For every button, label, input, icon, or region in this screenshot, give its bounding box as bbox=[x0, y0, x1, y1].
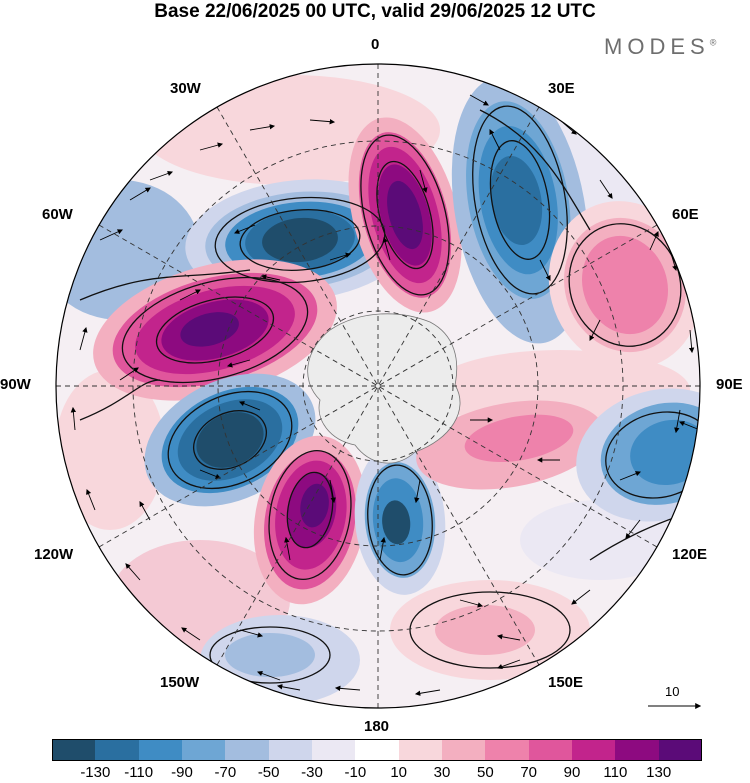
brand-text: MODES bbox=[604, 34, 710, 59]
colorbar-swatch bbox=[398, 739, 443, 761]
colorbar-tick-label: -10 bbox=[344, 764, 367, 781]
lon-label-30e: 30E bbox=[548, 80, 575, 97]
colorbar-swatch bbox=[52, 739, 96, 761]
wind-vectors bbox=[70, 94, 700, 696]
colorbar-tick-label: 70 bbox=[520, 764, 537, 781]
colorbar-tick-label: -110 bbox=[124, 764, 154, 781]
map-boundary bbox=[55, 63, 701, 709]
colorbar-tick-label: -90 bbox=[171, 764, 193, 781]
colorbar-swatch bbox=[95, 739, 140, 761]
anomaly-blob bbox=[225, 633, 315, 677]
colorbar-swatch bbox=[658, 739, 703, 761]
colorbar-swatch bbox=[268, 739, 313, 761]
colorbar-tick-label: 10 bbox=[390, 764, 407, 781]
colorbar-swatch bbox=[138, 739, 183, 761]
colorbar-tick-label: -50 bbox=[257, 764, 280, 781]
lon-label-180: 180 bbox=[364, 718, 390, 735]
reference-vector-label: 10 bbox=[665, 684, 680, 699]
anomaly-high-0 bbox=[348, 117, 462, 313]
colorbar-tick-label: 50 bbox=[476, 764, 494, 781]
modes-logo: MODES® bbox=[604, 34, 716, 60]
anomaly-high-90w bbox=[93, 259, 337, 401]
colorbar-swatch bbox=[615, 739, 660, 761]
colorbar-swatch bbox=[225, 739, 270, 761]
anomaly-high-110e bbox=[416, 400, 604, 490]
anomaly-high-135w bbox=[253, 435, 367, 605]
lon-label-120e: 120E bbox=[672, 546, 708, 563]
map-title: Base 22/06/2025 00 UTC, valid 29/06/2025… bbox=[154, 1, 596, 22]
registered-mark: ® bbox=[709, 37, 717, 48]
colorbar-tick-label: 130 bbox=[646, 764, 672, 781]
lon-label-0: 0 bbox=[371, 36, 380, 53]
lon-label-60w: 60W bbox=[42, 206, 73, 223]
lon-label-60e: 60E bbox=[672, 206, 699, 223]
lon-label-90w: 90W bbox=[0, 376, 31, 393]
anomaly-blob bbox=[56, 370, 165, 530]
anomaly-blob bbox=[580, 64, 700, 135]
colorbar-swatch bbox=[528, 739, 573, 761]
colorbar-swatch bbox=[485, 739, 530, 761]
colorbar-swatch bbox=[572, 739, 616, 761]
colorbar-swatch bbox=[312, 739, 356, 761]
anomaly-blob bbox=[435, 605, 535, 655]
contours bbox=[79, 105, 700, 684]
colorbar-swatch bbox=[442, 739, 486, 761]
lon-label-120w: 120W bbox=[34, 546, 74, 563]
antarctica bbox=[307, 313, 461, 464]
colorbar-tick-label: -70 bbox=[214, 764, 237, 781]
colorbar-tick-label: 30 bbox=[433, 764, 451, 781]
graticule bbox=[56, 64, 700, 708]
lon-label-90e: 90E bbox=[716, 376, 743, 393]
anomaly-field bbox=[56, 64, 700, 708]
lon-label-150w: 150W bbox=[160, 674, 200, 691]
colorbar-tick-label: -30 bbox=[301, 764, 323, 781]
colorbar-swatch bbox=[182, 739, 226, 761]
colorbar-tick-label: -130 bbox=[80, 764, 111, 781]
colorbar-tick-label: 90 bbox=[563, 764, 581, 781]
colorbar bbox=[52, 739, 703, 761]
colorbar-swatch bbox=[355, 739, 400, 761]
lon-label-150e: 150E bbox=[548, 674, 584, 691]
colorbar-tick-label: 110 bbox=[603, 764, 628, 781]
lon-label-30w: 30W bbox=[170, 80, 201, 97]
